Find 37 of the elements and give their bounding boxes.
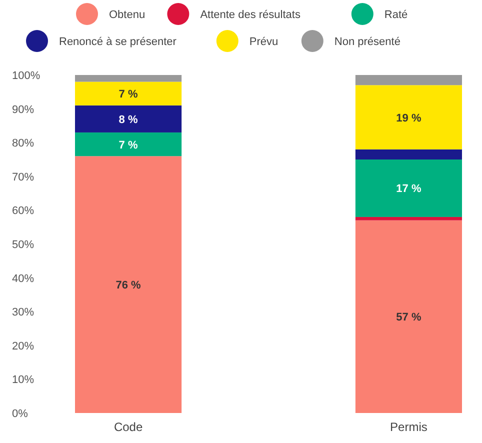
bar <box>75 105 182 132</box>
legend-label: Attente des résultats <box>200 9 301 21</box>
y-tick-label: 10% <box>12 374 34 386</box>
bar <box>75 156 182 413</box>
y-tick-label: 90% <box>12 104 34 116</box>
bar <box>355 220 462 413</box>
bar <box>355 149 462 160</box>
y-tick-label: 50% <box>12 239 34 251</box>
y-tick-label: 70% <box>12 171 34 184</box>
bar <box>355 85 462 150</box>
bar <box>75 132 182 156</box>
data-label: 7 % <box>118 139 138 152</box>
data-label: 57 % <box>396 312 422 324</box>
legend-label: Obtenu <box>109 9 146 21</box>
y-tick-label: 20% <box>12 340 34 352</box>
y-tick-label: 30% <box>12 306 34 319</box>
bar <box>355 75 462 86</box>
y-tick-label: 100% <box>12 70 40 82</box>
bar <box>75 82 182 106</box>
data-label: 7 % <box>118 88 138 101</box>
x-tick-label: Permis <box>390 420 428 434</box>
y-tick-label: 80% <box>12 138 34 150</box>
data-label: 19 % <box>396 112 422 124</box>
data-label: 8 % <box>118 114 138 126</box>
y-tick-label: 60% <box>12 205 34 218</box>
bar <box>75 75 182 82</box>
legend-label: Prévu <box>249 36 278 48</box>
y-tick-label: 40% <box>12 272 34 285</box>
bar <box>355 216 462 220</box>
legend-label: Non présenté <box>334 36 400 48</box>
legend-label: Raté <box>384 9 408 21</box>
data-label: 76 % <box>116 280 142 292</box>
data-label: 17 % <box>396 183 422 196</box>
bar <box>355 160 462 217</box>
legend-label: Renoncé à se présenter <box>59 36 177 48</box>
y-tick-label: 0% <box>12 408 28 420</box>
x-tick-label: Code <box>114 420 143 434</box>
